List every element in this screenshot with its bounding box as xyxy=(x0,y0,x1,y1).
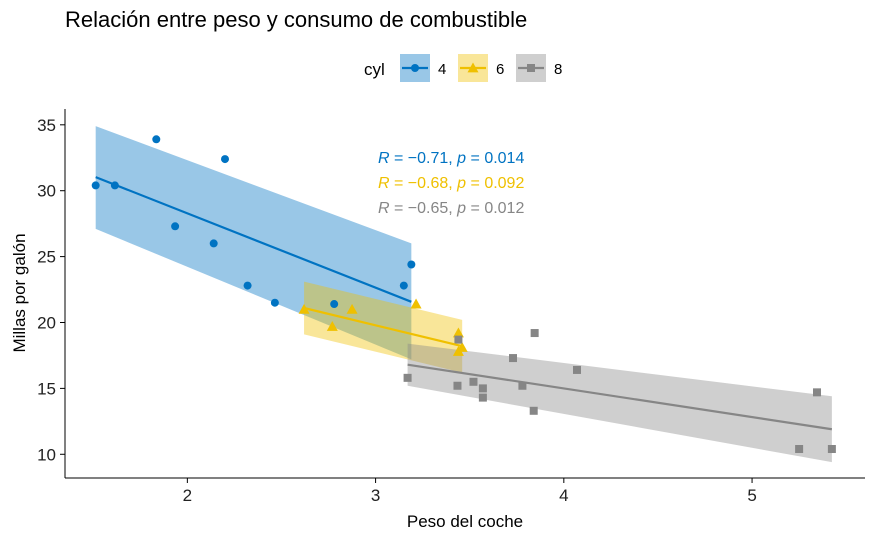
data-point-cyl-8 xyxy=(827,445,836,454)
legend-title: cyl xyxy=(364,60,385,79)
regression-line-cyl-6 xyxy=(303,306,463,348)
x-tick-label: 2 xyxy=(183,486,192,505)
data-point-cyl-6 xyxy=(410,298,422,309)
legend-marker-cyl-6 xyxy=(467,62,479,73)
data-point-cyl-8 xyxy=(529,406,538,415)
y-tick-label: 10 xyxy=(37,445,56,464)
data-point-cyl-8 xyxy=(403,373,412,382)
stat-label-cyl-8: R = −0.65, p = 0.012 xyxy=(378,200,524,217)
data-point-cyl-4 xyxy=(91,181,100,190)
confidence-band-cyl-8 xyxy=(407,343,832,463)
data-point-cyl-8 xyxy=(573,365,581,374)
data-point-cyl-6 xyxy=(346,303,358,314)
legend: cyl 4 6 8 xyxy=(364,54,562,82)
data-point-cyl-4 xyxy=(209,239,218,248)
data-point-cyl-4 xyxy=(407,260,416,269)
y-tick-label: 30 xyxy=(37,182,56,201)
y-tick-label: 20 xyxy=(37,313,56,332)
y-tick-label: 15 xyxy=(37,379,56,398)
legend-label-cyl-8: 8 xyxy=(554,61,562,78)
legend-label-cyl-6: 6 xyxy=(496,61,504,78)
data-point-cyl-8 xyxy=(518,381,527,390)
x-tick-label: 4 xyxy=(559,486,568,505)
data-point-cyl-8 xyxy=(469,377,478,386)
data-point-cyl-8 xyxy=(530,329,539,338)
x-axis-ticks: 2 3 4 5 xyxy=(183,478,757,505)
data-point-cyl-8 xyxy=(813,388,821,397)
correlation-stats: R = −0.71, p = 0.014 R = −0.68, p = 0.092… xyxy=(378,150,524,217)
data-point-cyl-4 xyxy=(221,155,229,164)
y-tick-label: 25 xyxy=(37,248,56,267)
legend-marker-cyl-4 xyxy=(411,64,419,72)
data-point-cyl-4 xyxy=(171,222,180,231)
plot-area xyxy=(91,126,836,463)
data-point-cyl-4 xyxy=(330,300,339,309)
x-axis-title: Peso del coche xyxy=(407,512,523,531)
legend-marker-cyl-8 xyxy=(527,64,535,72)
regression-line-cyl-4 xyxy=(95,176,412,303)
data-point-cyl-4 xyxy=(243,281,252,290)
data-point-cyl-8 xyxy=(795,445,804,454)
data-point-cyl-6 xyxy=(452,327,464,338)
data-point-cyl-4 xyxy=(152,135,161,144)
x-tick-label: 3 xyxy=(371,486,380,505)
data-point-cyl-8 xyxy=(453,381,462,390)
stat-label-cyl-4: R = −0.71, p = 0.014 xyxy=(378,150,524,167)
data-point-cyl-6 xyxy=(456,342,468,352)
stat-label-cyl-6: R = −0.68, p = 0.092 xyxy=(378,175,524,192)
y-tick-label: 35 xyxy=(37,116,56,135)
data-point-cyl-6 xyxy=(326,320,338,331)
x-tick-label: 5 xyxy=(747,486,756,505)
chart-title: Relación entre peso y consumo de combust… xyxy=(65,7,527,32)
legend-label-cyl-4: 4 xyxy=(438,61,446,78)
data-point-cyl-8 xyxy=(478,393,487,402)
y-axis-title: Millas por galón xyxy=(10,233,29,352)
data-point-cyl-4 xyxy=(399,281,408,290)
data-point-cyl-8 xyxy=(509,354,517,363)
y-axis-ticks: 10 15 20 25 30 35 xyxy=(37,116,65,464)
data-point-cyl-8 xyxy=(478,384,487,393)
regression-line-cyl-8 xyxy=(407,363,833,431)
data-point-cyl-4 xyxy=(270,298,279,307)
data-point-cyl-8 xyxy=(454,335,463,344)
